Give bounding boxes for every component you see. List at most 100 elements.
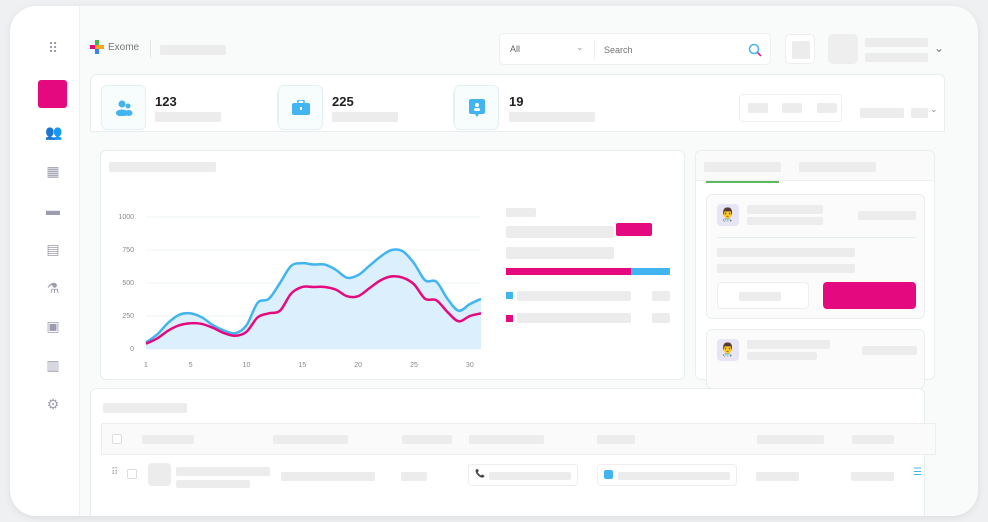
calendar-icon[interactable]: ▦: [46, 163, 60, 179]
stat-label-placeholder: [509, 112, 595, 122]
menu-icon[interactable]: ☰: [913, 467, 922, 478]
series-line-0: [145, 248, 482, 344]
name-placeholder: [747, 340, 830, 349]
divider: [150, 40, 151, 58]
chevron-down-icon[interactable]: ⌄: [576, 42, 584, 52]
search-icon[interactable]: [748, 43, 762, 57]
tab-active[interactable]: [704, 162, 781, 172]
select-all-checkbox[interactable]: [112, 434, 122, 444]
table-row[interactable]: ⠿ 📞 ☰: [101, 455, 936, 495]
subtitle-placeholder: [747, 217, 823, 225]
filter-select[interactable]: All: [510, 44, 521, 54]
avatar[interactable]: [828, 34, 858, 64]
y-tick-label: 1000: [118, 214, 134, 221]
x-tick-label: 30: [466, 362, 474, 369]
y-tick-label: 750: [122, 247, 134, 254]
legend-value-placeholder: [652, 291, 670, 301]
notification-button[interactable]: [785, 34, 815, 64]
tab-underline: [706, 181, 779, 183]
divider: [717, 237, 916, 238]
stats-card: 123 225 19 ⌄: [90, 74, 945, 132]
y-tick-label: 0: [130, 346, 134, 353]
stat-badge-tile: [454, 85, 499, 130]
detail-placeholder: [717, 248, 855, 257]
sidebar: ⠿ 👥 ▦ ▬ ▤ ⚗ ▣ ▥ ⚙: [10, 6, 80, 516]
x-tick-label: 15: [298, 362, 306, 369]
tab[interactable]: [799, 162, 876, 172]
period-option[interactable]: [817, 103, 837, 113]
table-header: [101, 423, 936, 455]
stat-cases-tile: [278, 85, 323, 130]
stat-value: 225: [332, 94, 354, 109]
chevron-down-icon[interactable]: ⌄: [934, 41, 945, 55]
period-option[interactable]: [748, 103, 768, 113]
appointments-panel: 👨‍⚕️ 👨‍⚕️: [695, 150, 935, 389]
chart-title-placeholder: [109, 162, 216, 172]
logo: Exome: [90, 40, 139, 54]
y-tick-label: 500: [122, 280, 134, 287]
user-role-placeholder: [865, 53, 928, 62]
table-title-placeholder: [103, 403, 187, 413]
calendar-chip[interactable]: [597, 464, 737, 486]
users-icon: [115, 100, 132, 116]
stat-label-placeholder: [155, 112, 221, 122]
brand-name: Exome: [108, 41, 140, 53]
legend-placeholder: [506, 247, 614, 259]
calendar-icon: [604, 470, 613, 479]
legend-swatch-pink: [506, 315, 513, 322]
period-toggle[interactable]: [739, 94, 842, 122]
divider: [277, 93, 278, 123]
table-card: ⠿ 📞 ☰: [90, 388, 936, 516]
sort-label-placeholder: [860, 108, 904, 118]
legend-value-placeholder: [652, 313, 670, 323]
row-checkbox[interactable]: [127, 469, 137, 479]
appointment-card: 👨‍⚕️: [706, 194, 925, 319]
divider: [453, 93, 454, 123]
name-placeholder: [747, 205, 823, 214]
clipboard-icon[interactable]: ▤: [46, 241, 60, 257]
patient-avatar: [148, 463, 171, 486]
users-icon[interactable]: 👥: [45, 124, 63, 140]
x-tick-label: 1: [144, 362, 148, 369]
report-icon[interactable]: ▣: [46, 318, 60, 334]
badge-icon: [468, 98, 485, 117]
sidebar-item-active[interactable]: [38, 80, 67, 108]
legend-label-placeholder: [517, 291, 631, 301]
doctor-avatar: 👨‍⚕️: [717, 339, 739, 361]
legend-placeholder: [506, 226, 614, 238]
app-window: ⠿ 👥 ▦ ▬ ▤ ⚗ ▣ ▥ ⚙ Exome All ⌄ ⌄ 123 225: [10, 6, 978, 516]
period-option[interactable]: [782, 103, 802, 113]
phone-chip[interactable]: 📞: [468, 464, 578, 486]
chevron-down-icon[interactable]: ⌄: [930, 104, 938, 114]
divider: [594, 41, 595, 59]
schedule-icon[interactable]: ▥: [46, 357, 60, 373]
phone-icon: 📞: [475, 469, 485, 478]
stat-value: 123: [155, 94, 177, 109]
primary-button[interactable]: [823, 282, 916, 309]
gear-icon[interactable]: ⚙: [46, 396, 60, 412]
secondary-button[interactable]: [717, 282, 809, 309]
logo-icon: [90, 40, 104, 54]
apps-grid-icon[interactable]: ⠿: [47, 40, 59, 56]
drag-handle-icon[interactable]: ⠿: [111, 467, 119, 478]
series-line-1: [145, 274, 482, 345]
x-tick-label: 10: [243, 362, 251, 369]
sort-select[interactable]: [911, 108, 928, 118]
subtitle-placeholder: [747, 352, 817, 360]
legend-swatch-blue: [506, 292, 513, 299]
search-box[interactable]: All ⌄: [499, 33, 771, 65]
legend-placeholder: [506, 208, 536, 217]
x-tick-label: 20: [354, 362, 362, 369]
microscope-icon[interactable]: ⚗: [46, 280, 60, 296]
highlight-badge: [616, 223, 652, 236]
time-placeholder: [862, 346, 917, 355]
breadcrumb-placeholder: [160, 45, 226, 55]
briefcase-icon: [291, 99, 310, 115]
briefcase-icon[interactable]: ▬: [46, 202, 60, 218]
x-tick-label: 25: [410, 362, 418, 369]
time-placeholder: [858, 211, 916, 220]
progress-bar: [506, 268, 670, 275]
search-input[interactable]: [604, 41, 734, 59]
detail-placeholder: [717, 264, 855, 273]
